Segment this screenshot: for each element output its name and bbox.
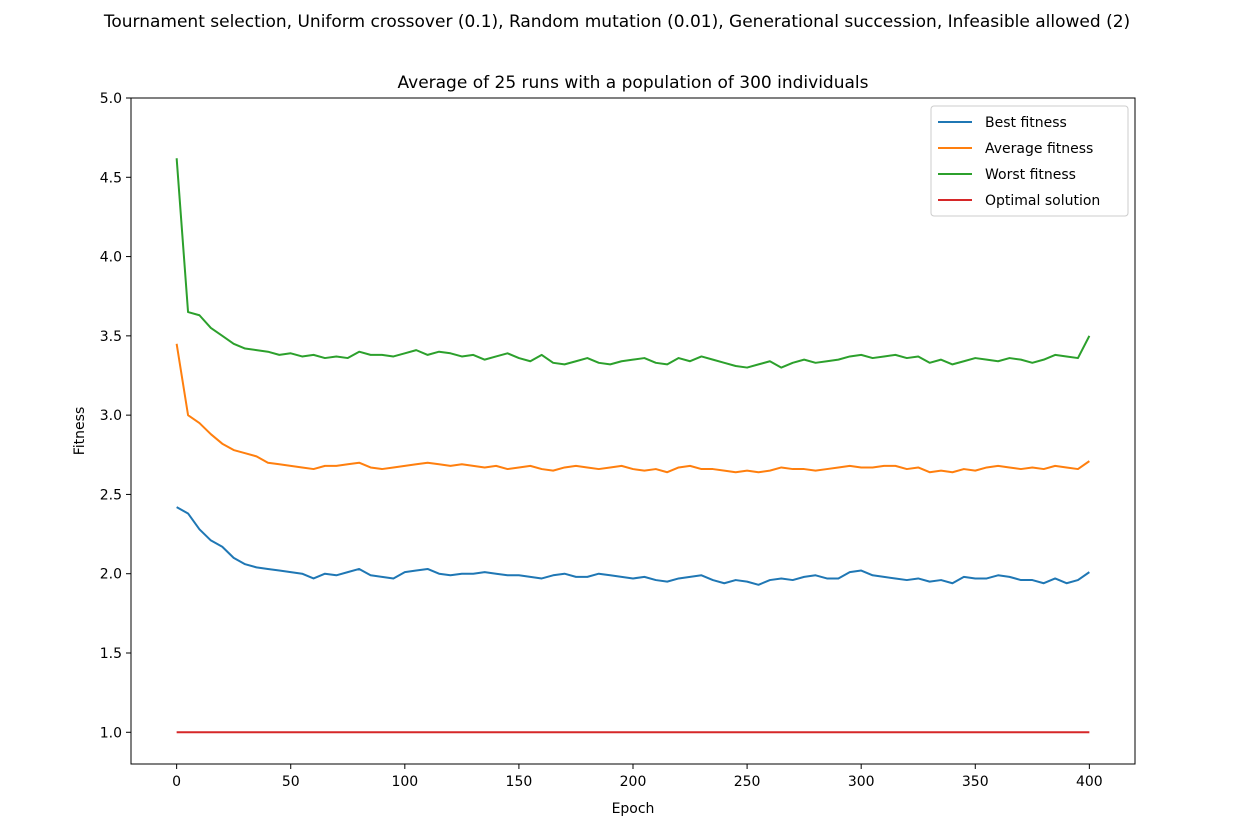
x-axis-label: Epoch: [612, 801, 655, 817]
y-tick-label: 2.0: [100, 567, 122, 583]
legend-box: [930, 105, 1129, 217]
figure-suptitle: Tournament selection, Uniform crossover …: [103, 12, 1130, 32]
x-axis-ticks: 0 50 100 150 200 250 300 350 400: [172, 764, 1103, 790]
y-tick-label: 4.5: [100, 170, 122, 186]
y-tick-label: 5.0: [100, 91, 122, 107]
y-tick-label: 3.0: [100, 408, 122, 424]
legend: Best fitness Average fitness Worst fitness…: [930, 105, 1129, 217]
legend-label: Optimal solution: [985, 193, 1100, 209]
series-layer: [175, 158, 1091, 734]
x-tick-label: 200: [620, 774, 647, 790]
series-line-2: [175, 343, 1090, 474]
x-tick-label: 100: [391, 774, 418, 790]
x-tick-label: 250: [734, 774, 761, 790]
series-line-1: [176, 506, 1090, 586]
x-tick-label: 300: [848, 774, 875, 790]
y-tick-label: 2.5: [100, 487, 122, 503]
x-tick-label: 0: [172, 774, 181, 790]
y-axis-ticks: 1.0 1.5 2.0 2.5 3.0 3.5 4.0 4.5 5.0: [100, 91, 131, 741]
y-tick-label: 3.5: [100, 329, 122, 345]
chart-title: Average of 25 runs with a population of …: [398, 73, 869, 93]
series-line-3: [175, 158, 1091, 369]
y-tick-label: 1.5: [100, 646, 122, 662]
legend-label: Worst fitness: [985, 167, 1076, 183]
x-tick-label: 50: [282, 774, 300, 790]
legend-label: Average fitness: [985, 141, 1093, 157]
x-tick-label: 150: [506, 774, 533, 790]
y-tick-label: 4.0: [100, 250, 122, 266]
x-tick-label: 400: [1076, 774, 1103, 790]
y-axis-label: Fitness: [72, 407, 88, 456]
legend-label: Best fitness: [985, 115, 1067, 131]
x-tick-label: 350: [962, 774, 989, 790]
y-tick-label: 1.0: [100, 725, 122, 741]
